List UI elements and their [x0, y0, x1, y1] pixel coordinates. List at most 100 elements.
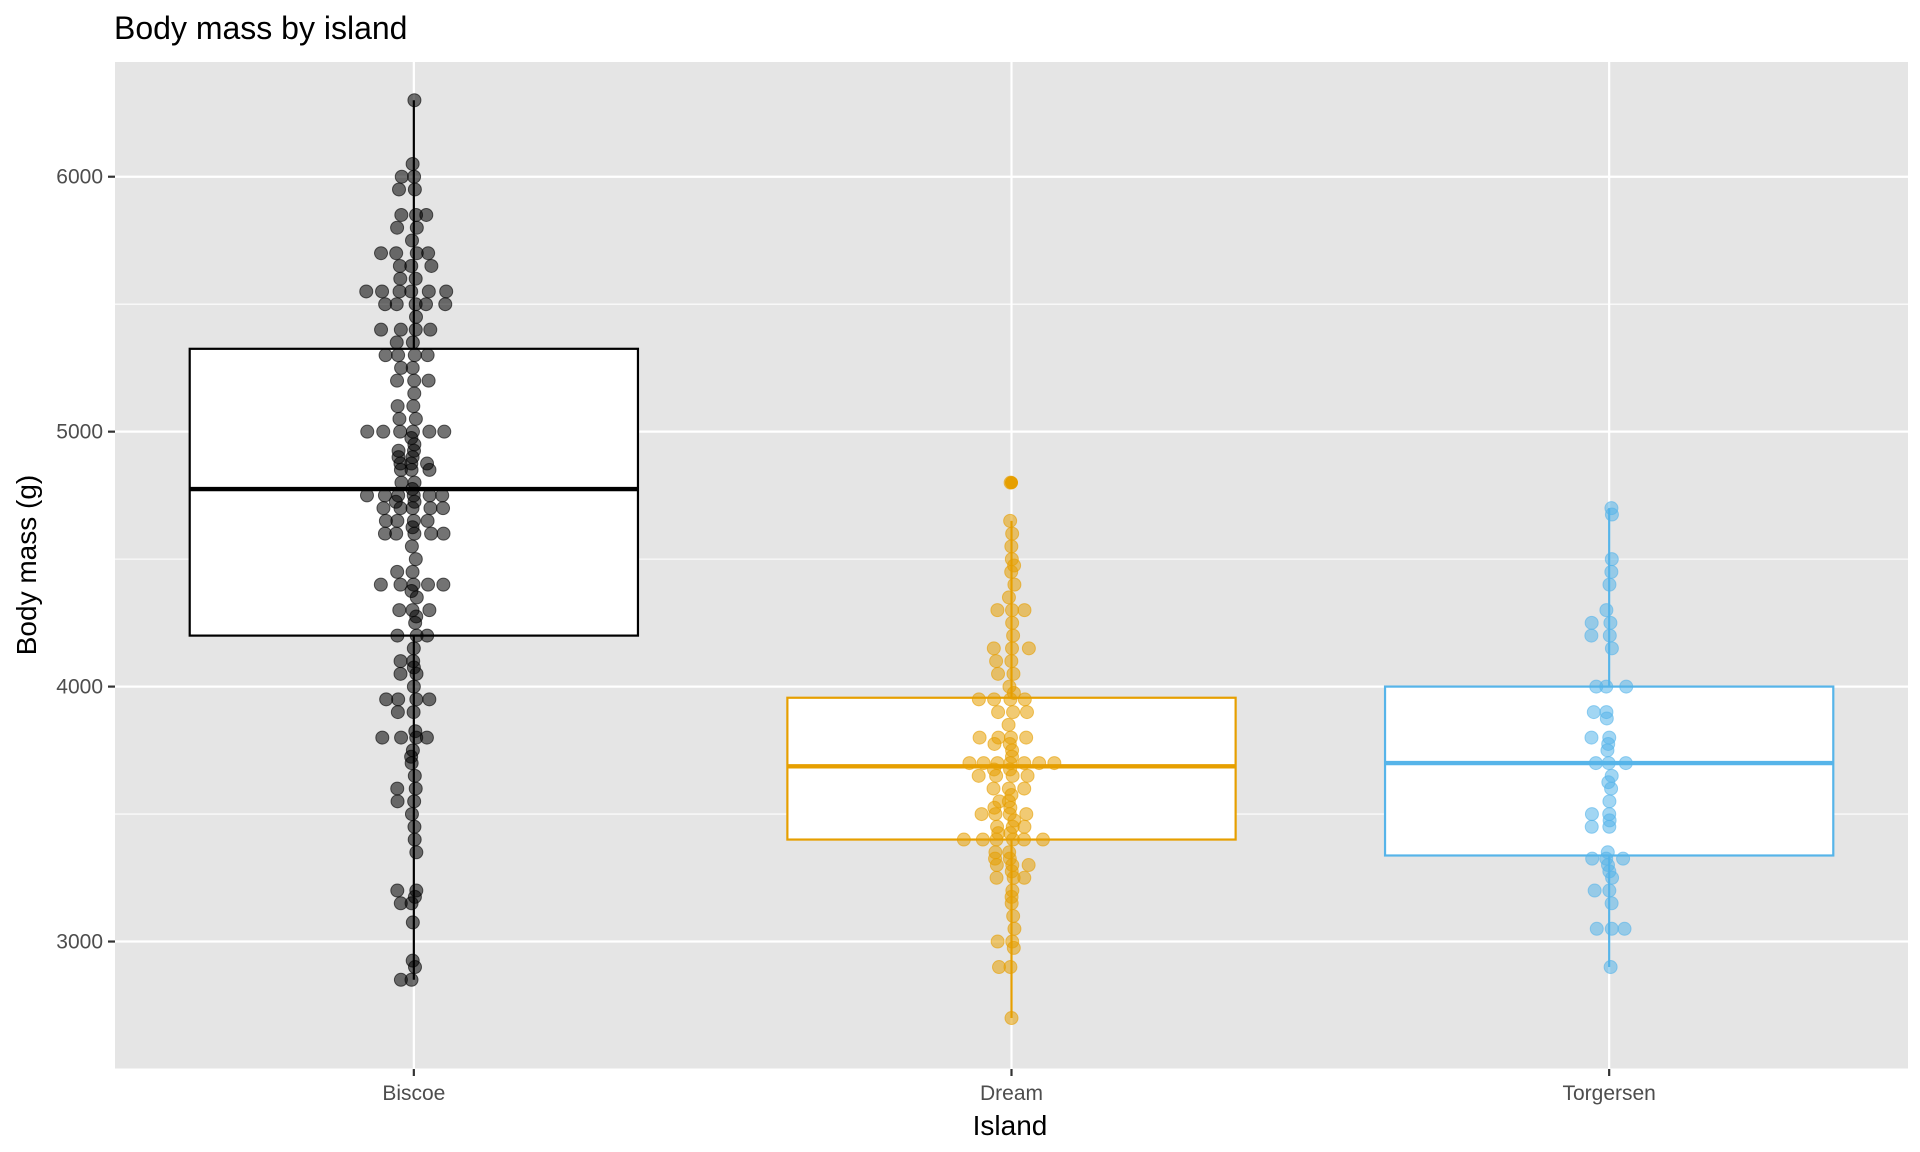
data-point — [976, 756, 991, 771]
data-point — [390, 628, 405, 643]
data-point — [393, 501, 408, 516]
data-point — [390, 781, 405, 796]
data-point — [409, 692, 424, 707]
data-point — [392, 258, 407, 273]
points-torgersen — [1584, 501, 1634, 975]
data-point — [404, 539, 419, 554]
data-point — [406, 705, 421, 720]
data-point — [438, 297, 453, 312]
data-point — [389, 246, 404, 261]
data-point — [422, 424, 437, 439]
data-point — [393, 896, 408, 911]
data-point — [1603, 615, 1618, 630]
points — [359, 93, 1634, 1026]
data-point — [1004, 539, 1019, 554]
data-point — [989, 768, 1004, 783]
data-point — [408, 615, 423, 630]
data-point — [404, 756, 419, 771]
data-point — [1602, 883, 1617, 898]
y-tick-label: 6000 — [56, 166, 103, 189]
data-point — [404, 284, 419, 299]
data-point — [1035, 832, 1050, 847]
data-point — [436, 501, 451, 516]
data-point — [436, 526, 451, 541]
data-point — [378, 297, 393, 312]
data-point — [390, 399, 405, 414]
data-point — [394, 730, 409, 745]
data-point — [987, 736, 1002, 751]
data-point — [390, 373, 405, 388]
data-point — [1001, 717, 1016, 732]
data-point — [375, 284, 390, 299]
data-point — [393, 666, 408, 681]
data-point — [1589, 679, 1604, 694]
data-point — [1032, 756, 1047, 771]
data-point — [1004, 1011, 1019, 1026]
data-point — [407, 526, 422, 541]
data-point — [437, 424, 452, 439]
data-point — [1599, 711, 1614, 726]
data-point — [405, 915, 420, 930]
data-point — [989, 832, 1004, 847]
data-point — [1001, 590, 1016, 605]
data-point — [390, 794, 405, 809]
data-point — [1601, 756, 1616, 771]
data-point — [1584, 807, 1599, 822]
data-point — [409, 666, 424, 681]
data-point — [424, 526, 439, 541]
data-point — [1605, 870, 1620, 885]
data-point — [971, 692, 986, 707]
data-point — [377, 526, 392, 541]
data-point — [1021, 641, 1036, 656]
data-point — [990, 603, 1005, 618]
data-point — [1602, 628, 1617, 643]
axes: 3000 4000 5000 6000 Biscoe Dream Torgersen — [56, 166, 1656, 1105]
data-point — [1599, 603, 1614, 618]
data-point — [1003, 692, 1018, 707]
x-tick-label-biscoe: Biscoe — [382, 1082, 445, 1105]
data-point — [1019, 807, 1034, 822]
data-point — [419, 730, 434, 745]
data-point — [1017, 781, 1032, 796]
data-point — [390, 705, 405, 720]
data-point — [389, 335, 404, 350]
data-point — [422, 692, 437, 707]
data-point — [1017, 756, 1032, 771]
data-point — [1604, 896, 1619, 911]
data-point — [1604, 641, 1619, 656]
data-point — [1019, 705, 1034, 720]
data-point — [1006, 705, 1021, 720]
data-point — [421, 284, 436, 299]
data-point — [1007, 921, 1022, 936]
data-point — [1005, 641, 1020, 656]
x-tick-label-dream: Dream — [980, 1082, 1043, 1105]
data-point — [988, 807, 1003, 822]
data-point — [992, 960, 1007, 975]
data-point — [435, 488, 450, 503]
data-point — [1602, 577, 1617, 592]
data-point — [986, 641, 1001, 656]
data-point — [407, 819, 422, 834]
data-point — [392, 182, 407, 197]
data-point — [1017, 692, 1032, 707]
data-point — [423, 322, 438, 337]
data-point — [989, 654, 1004, 669]
data-point — [373, 577, 388, 592]
data-point — [408, 781, 423, 796]
data-point — [422, 603, 437, 618]
data-point — [1019, 730, 1034, 745]
chart-title: Body mass by island — [114, 10, 407, 46]
data-point — [991, 666, 1006, 681]
data-point — [1006, 940, 1021, 955]
data-point — [407, 182, 422, 197]
data-point — [394, 475, 409, 490]
data-point — [407, 832, 422, 847]
data-point — [962, 756, 977, 771]
data-point — [407, 960, 422, 975]
y-tick-label: 4000 — [56, 676, 103, 699]
data-point — [376, 501, 391, 516]
data-point — [422, 488, 437, 503]
data-point — [1586, 705, 1601, 720]
data-point — [1003, 513, 1018, 528]
